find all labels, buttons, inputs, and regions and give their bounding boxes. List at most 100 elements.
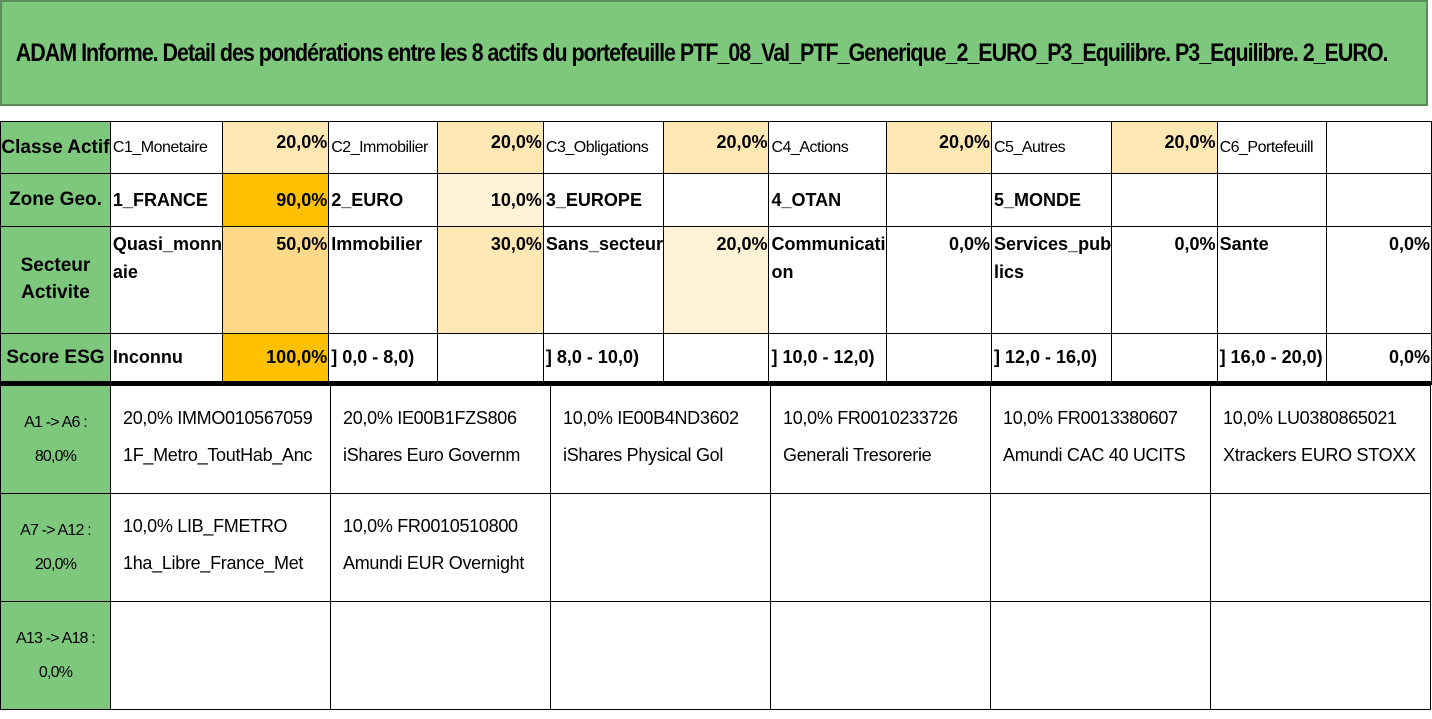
asset-cell[interactable]: 20,0% IE00B1FZS806 iShares Euro Governm [330,385,551,494]
group-weight: 20,0% [34,555,77,573]
cell-label[interactable]: Immobilier [328,226,439,334]
asset-cell[interactable] [990,601,1211,710]
cell-label[interactable]: ] 10,0 - 12,0) [768,333,887,382]
group-weight: 0,0% [38,663,73,681]
cell-pct[interactable]: 100,0% [221,333,330,382]
row-zone-geo: Zone Geo. 1_FRANCE 90,0% 2_EURO 10,0% 3_… [0,173,1432,227]
cell-pct[interactable] [1111,173,1218,227]
cell-label[interactable]: Communicati on [768,226,887,334]
cell-pct[interactable]: 20,0% [221,121,330,174]
group-header: A13 -> A18 : 0,0% [0,601,111,710]
label-line: Quasi_monn [112,234,222,254]
cell-label[interactable]: C2_Immobilier [328,121,439,174]
asset-cell[interactable]: 10,0% FR0010233726 Generali Tresorerie [770,385,991,494]
asset-cell[interactable] [550,601,771,710]
cell-label[interactable]: 4_OTAN [768,173,887,227]
asset-name: Generali Tresorerie [783,445,932,465]
assets-grid: A1 -> A6 : 80,0% 20,0% IMMO010567059 1F_M… [0,385,1431,710]
cell-pct[interactable]: 0,0% [1326,333,1432,382]
asset-cell[interactable] [110,601,331,710]
cell-pct[interactable]: 20,0% [1111,121,1218,174]
cell-label[interactable]: Inconnu [109,333,223,382]
cell-label[interactable]: 3_EUROPE [542,173,664,227]
cell-pct[interactable]: 0,0% [1111,226,1218,334]
row-classe-actif: Classe Actif C1_Monetaire 20,0% C2_Immob… [0,121,1432,174]
cell-pct[interactable]: 0,0% [885,226,992,334]
asset-group-row: A7 -> A12 : 20,0% 10,0% LIB_FMETRO 1ha_Li… [0,493,1431,602]
label-line: on [771,261,794,282]
cell-label[interactable] [1216,173,1328,227]
cell-pct[interactable] [437,333,544,382]
cell-label[interactable]: Sans_secteur [542,226,664,334]
asset-cell[interactable] [1210,493,1431,602]
cell-label[interactable]: ] 8,0 - 10,0) [542,333,664,382]
group-header: A7 -> A12 : 20,0% [0,493,111,602]
cell-label[interactable]: ] 0,0 - 8,0) [328,333,439,382]
asset-cell[interactable] [770,493,991,602]
cell-pct[interactable]: 10,0% [437,173,544,227]
group-range: A7 -> A12 : [20,521,92,539]
group-header: A1 -> A6 : 80,0% [0,385,111,494]
asset-weight-code: 20,0% IE00B1FZS806 [343,408,517,428]
row-header-line: Secteur [20,255,91,277]
cell-label[interactable]: 1_FRANCE [109,173,223,227]
asset-cell[interactable] [550,493,771,602]
cell-pct[interactable]: 20,0% [662,121,770,174]
cell-pct[interactable]: 90,0% [221,173,330,227]
cell-pct[interactable]: 50,0% [221,226,330,334]
asset-cell[interactable]: 20,0% IMMO010567059 1F_Metro_ToutHab_Anc [110,385,331,494]
cell-label[interactable]: Services_pub lics [990,226,1113,334]
cell-label[interactable]: C5_Autres [990,121,1113,174]
asset-cell[interactable]: 10,0% FR0010510800 Amundi EUR Overnight [330,493,551,602]
cell-label[interactable]: 2_EURO [328,173,439,227]
asset-name: Amundi EUR Overnight [343,553,525,573]
asset-cell[interactable] [1210,601,1431,710]
row-score-esg: Score ESG Inconnu 100,0% ] 0,0 - 8,0) ] … [0,333,1432,382]
cell-pct[interactable] [1326,173,1432,227]
row-header-secteur: Secteur Activite [0,226,111,334]
cell-label[interactable]: ] 16,0 - 20,0) [1216,333,1328,382]
section-divider [0,382,1432,385]
asset-cell[interactable]: 10,0% LU0380865021 Xtrackers EURO STOXX [1210,385,1431,494]
label-line: lics [994,261,1025,282]
asset-weight-code: 10,0% IE00B4ND3602 [563,408,739,428]
asset-weight-code: 10,0% FR0010233726 [783,408,958,428]
asset-cell[interactable] [770,601,991,710]
title-bar: ADAM Informe. Detail des pondérations en… [0,0,1428,106]
asset-cell[interactable]: 10,0% LIB_FMETRO 1ha_Libre_France_Met [110,493,331,602]
cell-pct[interactable] [1326,121,1432,174]
cell-label[interactable]: C6_Portefeuill [1216,121,1328,174]
group-weight: 80,0% [34,447,77,465]
cell-label[interactable]: C1_Monetaire [109,121,223,174]
cell-pct[interactable] [1111,333,1218,382]
cell-pct[interactable]: 30,0% [437,226,544,334]
asset-name: 1ha_Libre_France_Met [123,553,304,573]
cell-pct[interactable] [662,173,770,227]
cell-pct[interactable] [662,333,770,382]
cell-label[interactable]: C3_Obligations [542,121,664,174]
cell-label[interactable]: C4_Actions [768,121,887,174]
group-range: A13 -> A18 : [16,629,96,647]
cell-pct[interactable]: 20,0% [662,226,770,334]
row-header-zone: Zone Geo. [0,173,111,227]
cell-label[interactable]: Sante [1216,226,1328,334]
asset-name: Amundi CAC 40 UCITS [1003,445,1186,465]
cell-pct[interactable]: 0,0% [1326,226,1432,334]
row-header-classe: Classe Actif [0,121,111,174]
asset-cell[interactable]: 10,0% IE00B4ND3602 iShares Physical Gol [550,385,771,494]
cell-label[interactable]: 5_MONDE [990,173,1113,227]
label-line: Sante [1219,234,1269,254]
cell-label[interactable]: ] 12,0 - 16,0) [990,333,1113,382]
cell-pct[interactable] [885,333,992,382]
cell-pct[interactable]: 20,0% [437,121,544,174]
cell-pct[interactable]: 20,0% [885,121,992,174]
asset-cell[interactable] [990,493,1211,602]
cell-label[interactable]: Quasi_monn aie [109,226,223,334]
asset-name: iShares Physical Gol [563,445,724,465]
row-header-line: Activite [21,282,90,303]
cell-pct[interactable] [885,173,992,227]
asset-cell[interactable] [330,601,551,710]
asset-cell[interactable]: 10,0% FR0013380607 Amundi CAC 40 UCITS [990,385,1211,494]
asset-weight-code: 10,0% LIB_FMETRO [123,516,288,536]
